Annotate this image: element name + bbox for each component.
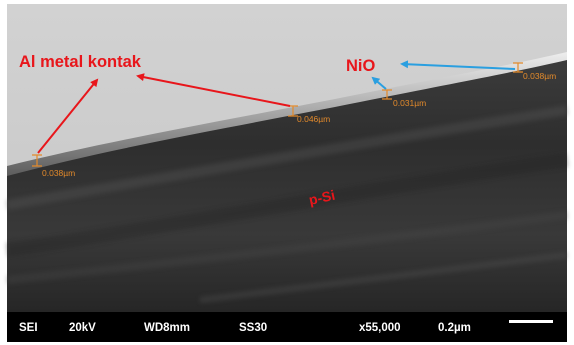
measurement-markers (32, 62, 523, 167)
data-bar (7, 312, 567, 342)
nio-arrows (371, 60, 516, 90)
voltage-label: 20kV (69, 322, 96, 334)
measurement-label-3: 0.031µm (393, 98, 426, 108)
nio-label: NiO (346, 57, 376, 75)
spot-size-label: SS30 (239, 322, 267, 334)
measurement-label-2: 0.046µm (297, 114, 330, 124)
thin-film-layer (7, 52, 567, 176)
substrate-label: p-Si (307, 187, 336, 208)
scale-bar (509, 320, 553, 323)
al-contact-label: Al metal kontak (19, 53, 142, 71)
measurement-label-4: 0.038µm (523, 71, 556, 81)
scale-label: 0.2µm (438, 322, 471, 334)
al-contact-arrows (37, 73, 291, 154)
detector-label: SEI (19, 322, 38, 334)
magnification-label: x55,000 (359, 322, 401, 334)
working-distance-label: WD8mm (144, 322, 190, 334)
substrate-region (7, 54, 567, 312)
measurement-label-1: 0.038µm (42, 168, 75, 178)
